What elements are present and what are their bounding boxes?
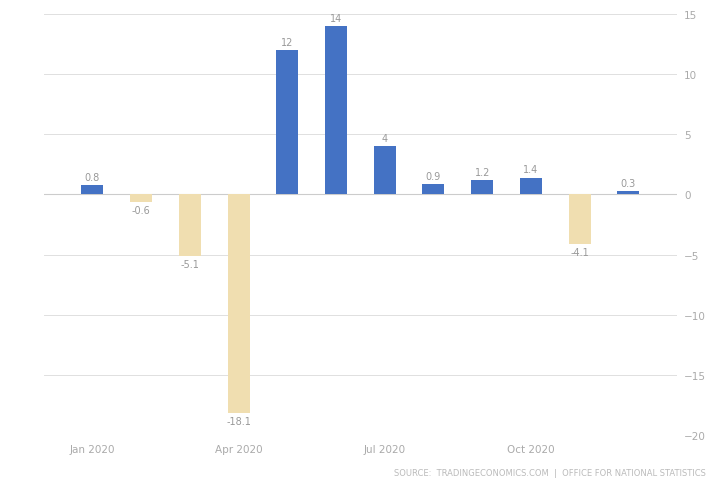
Text: -18.1: -18.1 <box>226 416 251 426</box>
Bar <box>471 181 493 195</box>
Text: 4: 4 <box>381 134 388 144</box>
Bar <box>373 147 396 195</box>
Text: 1.2: 1.2 <box>475 167 490 178</box>
Text: 0.8: 0.8 <box>84 172 100 182</box>
Text: 14: 14 <box>330 14 342 24</box>
Text: 0.9: 0.9 <box>426 171 441 181</box>
Text: 1.4: 1.4 <box>523 165 539 175</box>
Text: SOURCE:  TRADINGECONOMICS.COM  |  OFFICE FOR NATIONAL STATISTICS: SOURCE: TRADINGECONOMICS.COM | OFFICE FO… <box>395 468 706 477</box>
Bar <box>277 51 298 195</box>
Text: -4.1: -4.1 <box>570 247 589 257</box>
Bar <box>82 185 103 195</box>
Bar <box>520 178 542 195</box>
Bar <box>130 195 152 202</box>
Text: 0.3: 0.3 <box>621 179 636 188</box>
Text: -5.1: -5.1 <box>181 259 199 269</box>
Bar <box>325 27 347 195</box>
Bar <box>569 195 590 244</box>
Bar <box>228 195 250 413</box>
Bar <box>617 191 639 195</box>
Text: -0.6: -0.6 <box>132 205 151 215</box>
Bar <box>422 184 444 195</box>
Bar <box>179 195 201 257</box>
Text: 12: 12 <box>281 38 293 47</box>
